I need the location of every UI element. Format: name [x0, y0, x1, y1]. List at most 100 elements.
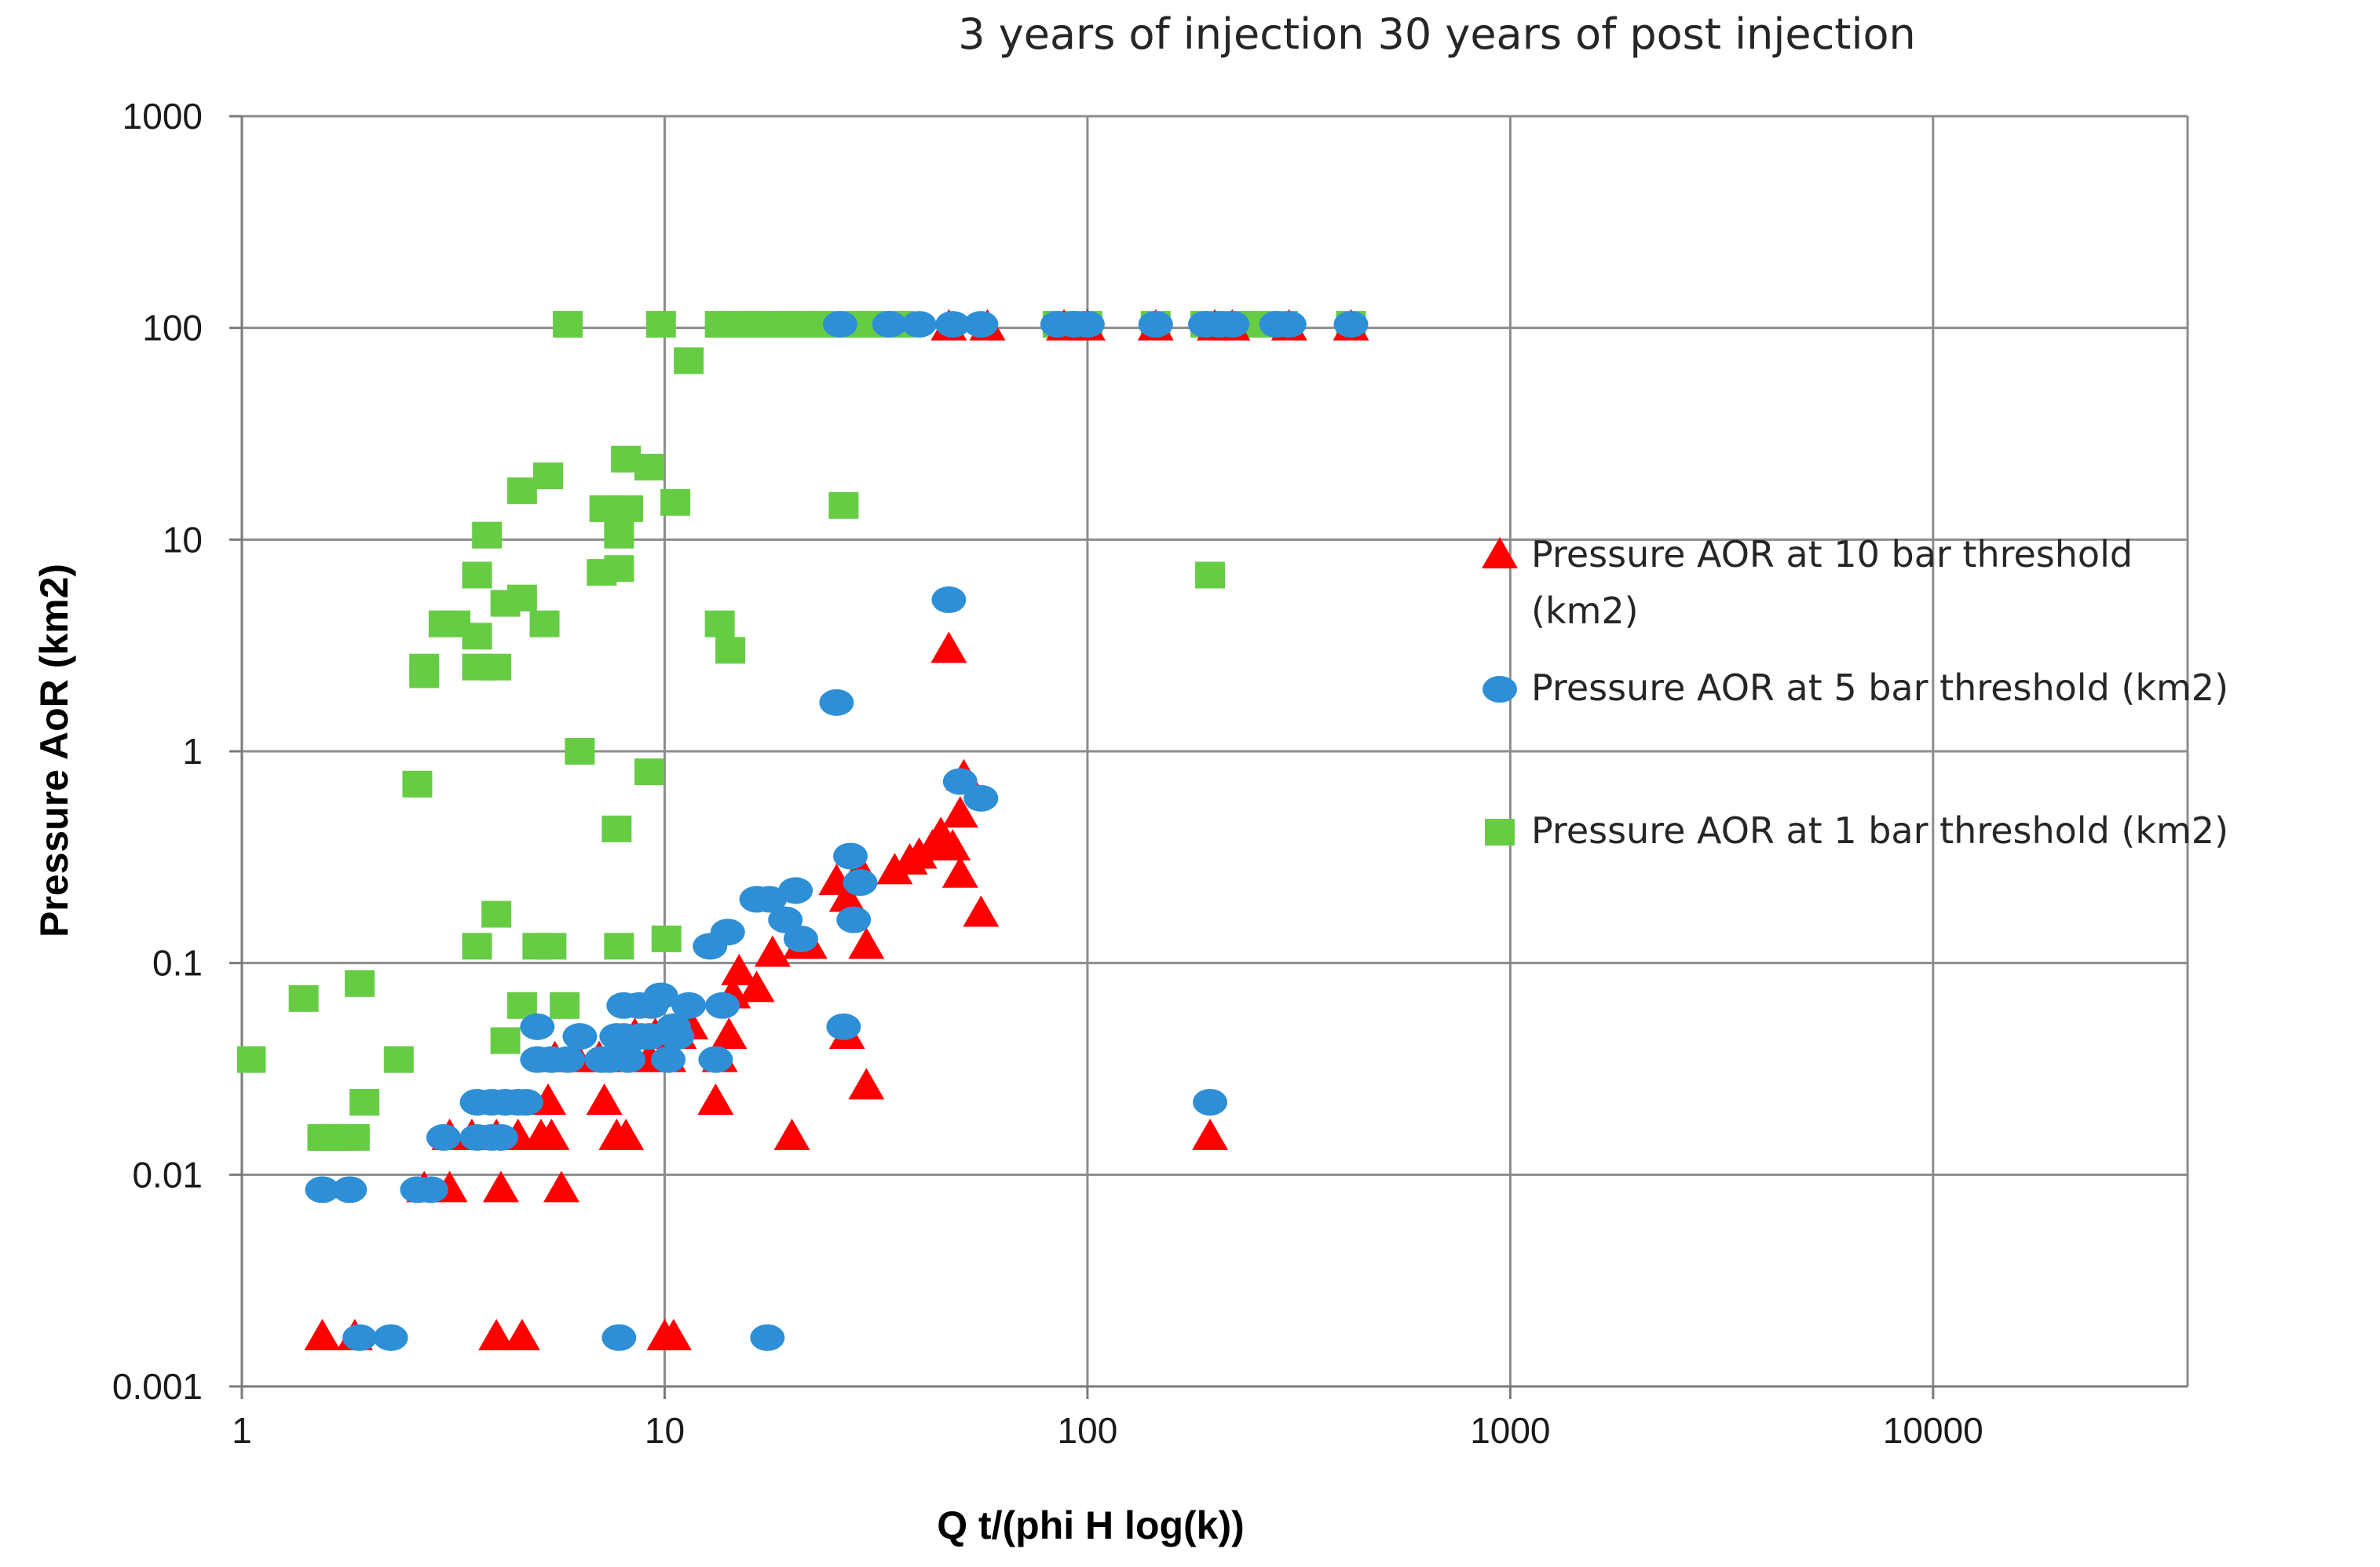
data-point-square [604, 521, 634, 549]
plot-axes [229, 115, 2188, 1399]
series-circle-group [305, 311, 1369, 1351]
data-point-square [532, 462, 563, 490]
data-point-square [645, 311, 676, 338]
legend-marker-triangle [1482, 537, 1518, 568]
data-point-circle [843, 869, 878, 897]
y-tick-label: 0.01 [132, 1154, 203, 1195]
legend-marker-square [1485, 819, 1515, 846]
data-point-triangle [848, 927, 885, 959]
data-point-square [715, 637, 746, 664]
data-point-square [288, 984, 319, 1012]
data-point-triangle [930, 631, 967, 663]
data-point-circle [562, 1023, 598, 1050]
data-point-square [462, 561, 492, 589]
data-point-square [1195, 561, 1226, 589]
data-point-triangle [941, 856, 978, 888]
data-point-triangle [963, 895, 1000, 927]
data-point-circle [1069, 311, 1105, 338]
data-point-circle [332, 1176, 367, 1204]
legend-marker-circle [1482, 676, 1517, 703]
chart-title: 3 years of injection 30 years of post in… [958, 9, 1915, 59]
data-point-circle [656, 1013, 691, 1040]
y-tick-label: 0.1 [152, 943, 203, 984]
x-tick-label: 10000 [1883, 1410, 1983, 1451]
data-point-circle [901, 311, 937, 338]
data-point-circle [483, 1123, 518, 1151]
x-tick-label: 10 [645, 1410, 685, 1451]
data-point-triangle [697, 1083, 734, 1115]
data-point-square [604, 555, 634, 583]
x-axis-label: Q t/(phi H log(k)) [937, 1503, 1245, 1547]
data-point-square [506, 477, 537, 505]
data-point-square [481, 653, 512, 681]
data-point-triangle [543, 1171, 580, 1203]
data-point-square [550, 992, 580, 1019]
data-point-triangle [586, 1083, 623, 1115]
x-tick-labels: 1 10 100 1000 10000 [232, 1410, 1983, 1451]
data-point-triangle [304, 1318, 341, 1350]
data-point-circle [1193, 1088, 1228, 1116]
x-tick-label: 1 [232, 1410, 252, 1451]
data-point-square [529, 610, 560, 637]
data-point-circle [651, 1046, 686, 1073]
data-point-square [651, 925, 682, 952]
data-point-square [634, 453, 664, 480]
y-tick-label: 0.001 [112, 1366, 203, 1407]
data-point-circle [671, 992, 707, 1019]
data-point-triangle [1192, 1118, 1229, 1150]
data-point-triangle [482, 1171, 519, 1203]
data-point-triangle [721, 954, 758, 986]
data-point-triangle [533, 1118, 570, 1150]
data-point-circle [942, 768, 978, 795]
data-point-circle [872, 311, 907, 338]
data-point-circle [373, 1324, 408, 1351]
data-point-circle [611, 1046, 646, 1073]
data-point-triangle [655, 1318, 692, 1350]
data-point-triangle [876, 853, 913, 885]
data-point-triangle [503, 1318, 540, 1350]
data-point-circle [413, 1176, 448, 1204]
data-point-circle [963, 784, 999, 812]
data-point-circle [750, 1324, 785, 1351]
y-axis-label: Pressure AoR (km2) [32, 564, 76, 937]
data-point-circle [705, 992, 740, 1019]
grid-lines [240, 115, 2189, 1388]
legend-label: (km2) [1531, 590, 1639, 632]
y-tick-labels: 0.001 0.01 0.1 1 10 100 1000 [112, 96, 203, 1407]
data-point-triangle [848, 1068, 885, 1100]
data-point-circle [931, 586, 967, 613]
legend-label: Pressure AOR at 5 bar threshold (km2) [1531, 667, 2228, 709]
legend-label: Pressure AOR at 1 bar threshold (km2) [1531, 809, 2228, 852]
data-point-square [339, 1123, 370, 1151]
data-point-circle [710, 919, 745, 946]
data-point-square [601, 815, 632, 842]
data-point-circle [698, 1046, 733, 1073]
data-point-triangle [773, 1118, 810, 1150]
data-point-square [349, 1088, 380, 1116]
data-point-circle [751, 886, 787, 913]
data-point-square [704, 610, 735, 637]
legend: Pressure AOR at 10 bar threshold (km2) Pre… [1482, 533, 2228, 852]
x-tick-label: 1000 [1470, 1410, 1550, 1451]
data-point-square [536, 933, 567, 960]
data-point-circle [520, 1013, 555, 1040]
y-tick-label: 1000 [122, 96, 203, 137]
data-point-square [481, 900, 512, 928]
data-point-square [237, 1046, 266, 1073]
data-point-circle [643, 982, 678, 1010]
data-point-triangle [828, 880, 865, 912]
data-point-circle [826, 1013, 861, 1040]
data-point-circle [833, 842, 868, 870]
data-point-square [604, 933, 634, 960]
data-point-triangle [711, 1017, 748, 1050]
y-tick-label: 100 [142, 308, 203, 349]
data-point-circle [1215, 311, 1250, 338]
data-point-circle [768, 906, 803, 933]
data-point-square [634, 758, 664, 786]
data-point-circle [1333, 311, 1369, 338]
data-points [237, 309, 1369, 1351]
data-point-circle [426, 1123, 461, 1151]
y-tick-label: 1 [182, 731, 203, 772]
data-point-circle [836, 906, 872, 933]
